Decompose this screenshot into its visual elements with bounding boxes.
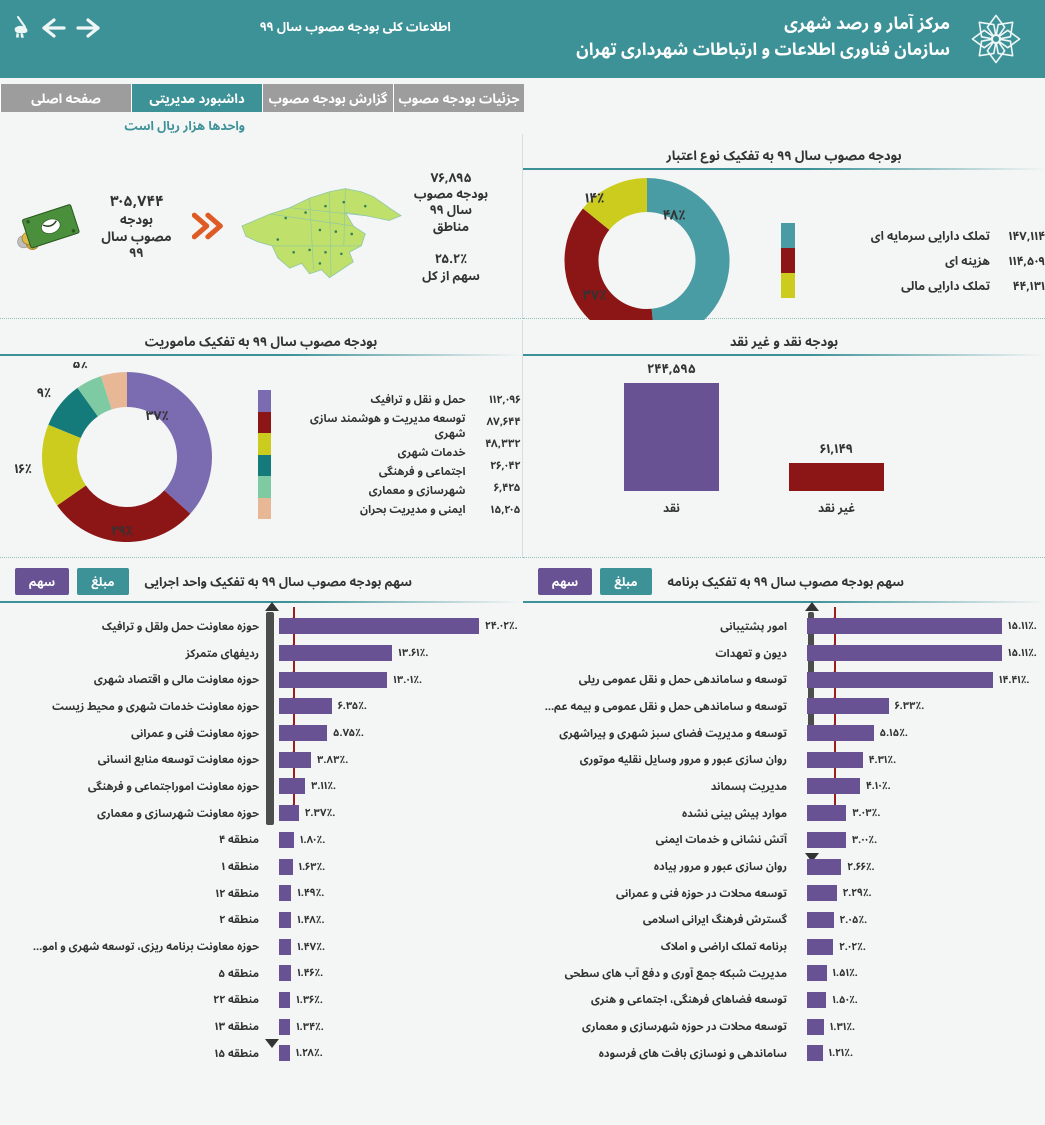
svg-text:۴۸٪: ۴۸٪ (663, 205, 686, 224)
svg-text:۱۶٪: ۱۶٪ (14, 459, 31, 477)
svg-text:۵٪: ۵٪ (103, 362, 118, 363)
svg-text:۹٪: ۹٪ (36, 383, 50, 401)
svg-text:۱۴٪: ۱۴٪ (585, 187, 604, 206)
svg-text:۵٪: ۵٪ (72, 362, 87, 372)
svg-text:۳۷٪: ۳۷٪ (582, 284, 606, 303)
svg-text:۲۹٪: ۲۹٪ (111, 521, 132, 539)
svg-text:۳۷٪: ۳۷٪ (145, 406, 168, 424)
